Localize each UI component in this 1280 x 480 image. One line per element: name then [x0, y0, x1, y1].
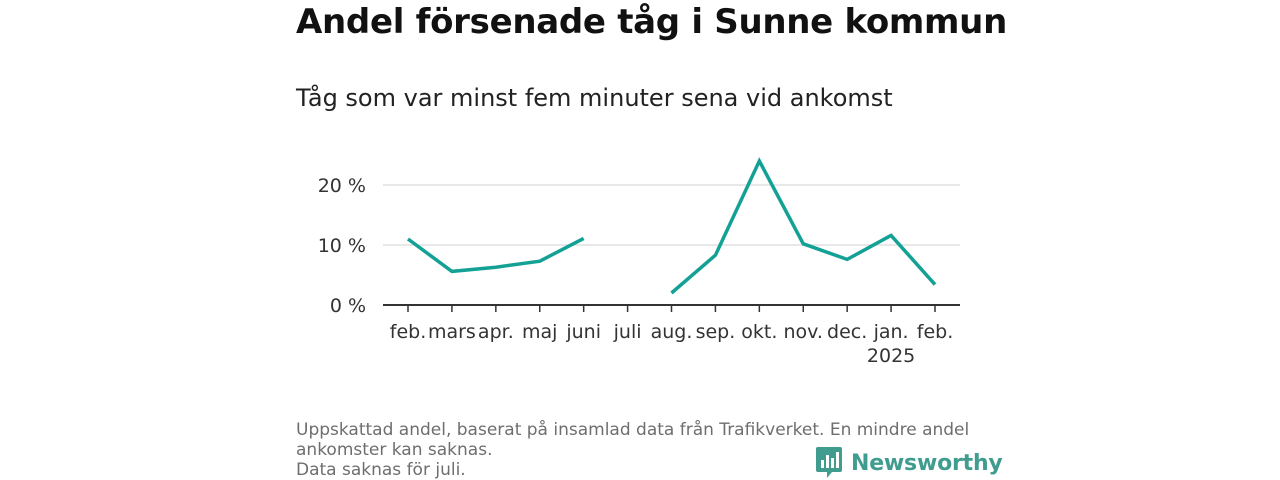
y-tick-label: 0 % [330, 295, 366, 317]
x-tick-sublabel: 2025 [867, 345, 915, 367]
x-tick-label: okt. [741, 321, 777, 343]
x-tick-label: sep. [696, 321, 736, 343]
x-tick-label: nov. [784, 321, 823, 343]
chart-subtitle: Tåg som var minst fem minuter sena vid a… [296, 84, 893, 112]
series-line-segment [406, 236, 585, 274]
y-axis-tick-labels: 0 % 10 % 20 % [318, 175, 366, 317]
footnote-line-2: ankomster kan saknas. [296, 440, 493, 460]
series-line-segment [670, 157, 937, 295]
x-tick-label: apr. [478, 321, 514, 343]
brand-logo: Newsworthy [815, 446, 1003, 480]
y-tick-label: 20 % [318, 175, 366, 197]
footnote: Uppskattad andel, baserat på insamlad da… [296, 420, 986, 480]
brand-name: Newsworthy [851, 450, 1003, 476]
x-tick-label: maj [522, 321, 557, 343]
grid-lines [383, 184, 960, 246]
x-tick-label: aug. [651, 321, 693, 343]
x-tick-label: jan. [873, 321, 909, 343]
x-tick-label: juli [613, 321, 642, 343]
x-axis-tick-labels: feb. mars apr. maj juni juli aug. sep. okt. nov. d… [390, 321, 953, 367]
footnote-line-3: Data saknas för juli. [296, 460, 466, 480]
x-tick-label: feb. [390, 321, 426, 343]
footnote-line-1: Uppskattad andel, baserat på insamlad da… [296, 420, 970, 440]
x-tick-label: feb. [917, 321, 953, 343]
x-tick-label: mars [428, 321, 476, 343]
newsworthy-logo-icon [816, 447, 842, 478]
x-tick-label: juni [565, 321, 601, 343]
series-lines [406, 157, 937, 295]
x-tick-label: dec. [827, 321, 867, 343]
chart-title: Andel försenade tåg i Sunne kommun [296, 2, 1007, 42]
x-axis [383, 304, 960, 312]
y-tick-label: 10 % [318, 235, 366, 257]
